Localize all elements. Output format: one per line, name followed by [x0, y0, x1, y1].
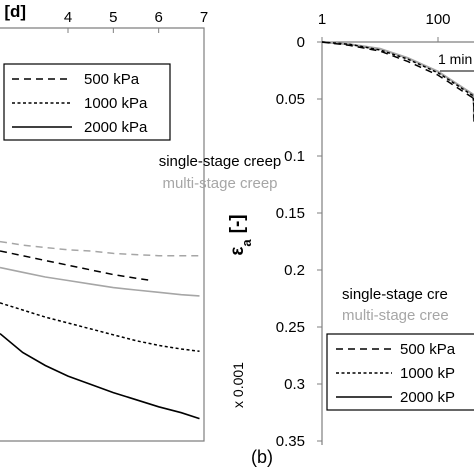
panel-a-legend: 500 kPa 1000 kPa 2000 kPa — [3, 63, 171, 141]
panel-a-single-stage-label: single-stage creep — [159, 153, 282, 170]
y-axis-subscript: a — [239, 239, 254, 247]
panel-b-x-tick-label: 1 — [318, 11, 326, 28]
panel-a-x-ticks: 4 5 6 7 — [64, 9, 208, 33]
panel-a-x-tick-label: 5 — [109, 9, 117, 26]
panel-b-y-tick-label: 0.35 — [276, 433, 305, 450]
panel-a-x-tick-label: 6 — [154, 9, 162, 26]
panel-b-y-tick-label: 0.2 — [284, 262, 305, 279]
panel-b-1min-label: 1 min — [438, 51, 472, 67]
panel-b-y-tick-label: 0 — [297, 34, 305, 51]
panel-b-legend-label: 1000 kP — [400, 365, 455, 382]
panel-a-series-line-2 — [0, 332, 200, 420]
panel-b-y-tick-label: 0.25 — [276, 319, 305, 336]
panel-a-series-line-4 — [0, 266, 200, 297]
panel-b-legend-label: 500 kPa — [400, 341, 456, 358]
panel-b-y-ticks: 0 0.05 0.1 0.15 0.2 0.25 0.3 0.35 — [276, 34, 322, 450]
panel-a-multi-stage-label: multi-stage creep — [162, 175, 277, 192]
panel-a-axes-frame — [0, 27, 205, 442]
y-axis-unit: [-] — [227, 214, 248, 233]
panel-b-y-tick-label: 0.3 — [284, 376, 305, 393]
panel-a-series-line-0 — [0, 250, 153, 282]
panel-a-x-tick-label: 4 — [64, 9, 72, 26]
panel-a-x-axis-label: t [d] — [0, 2, 26, 21]
panel-b-legend: 500 kPa 1000 kP 2000 kP — [326, 333, 474, 411]
panel-b-y-multiplier: x 0.001 — [230, 362, 246, 408]
panel-a-x-tick-label: 7 — [200, 9, 208, 26]
panel-a-series-line-1 — [0, 302, 200, 353]
panel-b-series-line-0 — [321, 40, 474, 119]
panel-a-series — [0, 240, 200, 420]
panel-b-single-stage-label: single-stage cre — [342, 286, 448, 303]
panel-a-legend-label: 500 kPa — [84, 71, 140, 88]
panel-b-x-ticks: 1 100 — [318, 11, 451, 42]
panel-b-series — [321, 40, 474, 122]
panel-b: εa [-] x 0.001 0 0.05 0.1 0.15 0.2 0.25 0.3 0.35… — [227, 11, 474, 450]
panel-a: t [d] 4 5 6 7 500 kPa 1000 kPa 2000 kPa singl… — [0, 2, 282, 442]
panel-a-legend-label: 1000 kPa — [84, 95, 148, 112]
panel-b-multi-stage-label: multi-stage cree — [342, 307, 449, 324]
panel-a-series-line-3 — [0, 240, 200, 257]
panel-a-legend-label: 2000 kPa — [84, 119, 148, 136]
panel-b-y-tick-label: 0.15 — [276, 205, 305, 222]
panel-b-legend-label: 2000 kP — [400, 389, 455, 406]
panel-b-y-tick-label: 0.05 — [276, 91, 305, 108]
panel-b-y-tick-label: 0.1 — [284, 148, 305, 165]
panel-b-x-tick-label: 100 — [425, 11, 450, 28]
panel-label-b: (b) — [251, 447, 273, 467]
y-axis-epsilon: ε — [227, 247, 248, 256]
panel-b-y-axis-label: εa [-] — [227, 214, 254, 255]
